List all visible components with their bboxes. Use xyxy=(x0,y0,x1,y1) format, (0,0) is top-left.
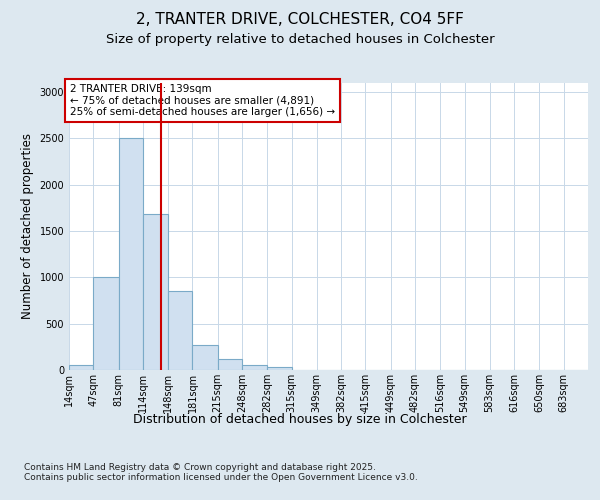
Text: 2 TRANTER DRIVE: 139sqm
← 75% of detached houses are smaller (4,891)
25% of semi: 2 TRANTER DRIVE: 139sqm ← 75% of detache… xyxy=(70,84,335,117)
Bar xyxy=(69,366,94,370)
Bar xyxy=(242,366,267,370)
Bar xyxy=(94,278,119,370)
Text: Contains HM Land Registry data © Crown copyright and database right 2025.
Contai: Contains HM Land Registry data © Crown c… xyxy=(24,462,418,482)
Text: 2, TRANTER DRIVE, COLCHESTER, CO4 5FF: 2, TRANTER DRIVE, COLCHESTER, CO4 5FF xyxy=(136,12,464,28)
Bar xyxy=(267,367,292,370)
Text: Size of property relative to detached houses in Colchester: Size of property relative to detached ho… xyxy=(106,32,494,46)
Bar xyxy=(168,291,193,370)
Y-axis label: Number of detached properties: Number of detached properties xyxy=(21,133,34,320)
Bar xyxy=(119,138,143,370)
Bar xyxy=(193,345,218,370)
Bar xyxy=(143,214,168,370)
Text: Distribution of detached houses by size in Colchester: Distribution of detached houses by size … xyxy=(133,412,467,426)
Bar xyxy=(218,359,242,370)
